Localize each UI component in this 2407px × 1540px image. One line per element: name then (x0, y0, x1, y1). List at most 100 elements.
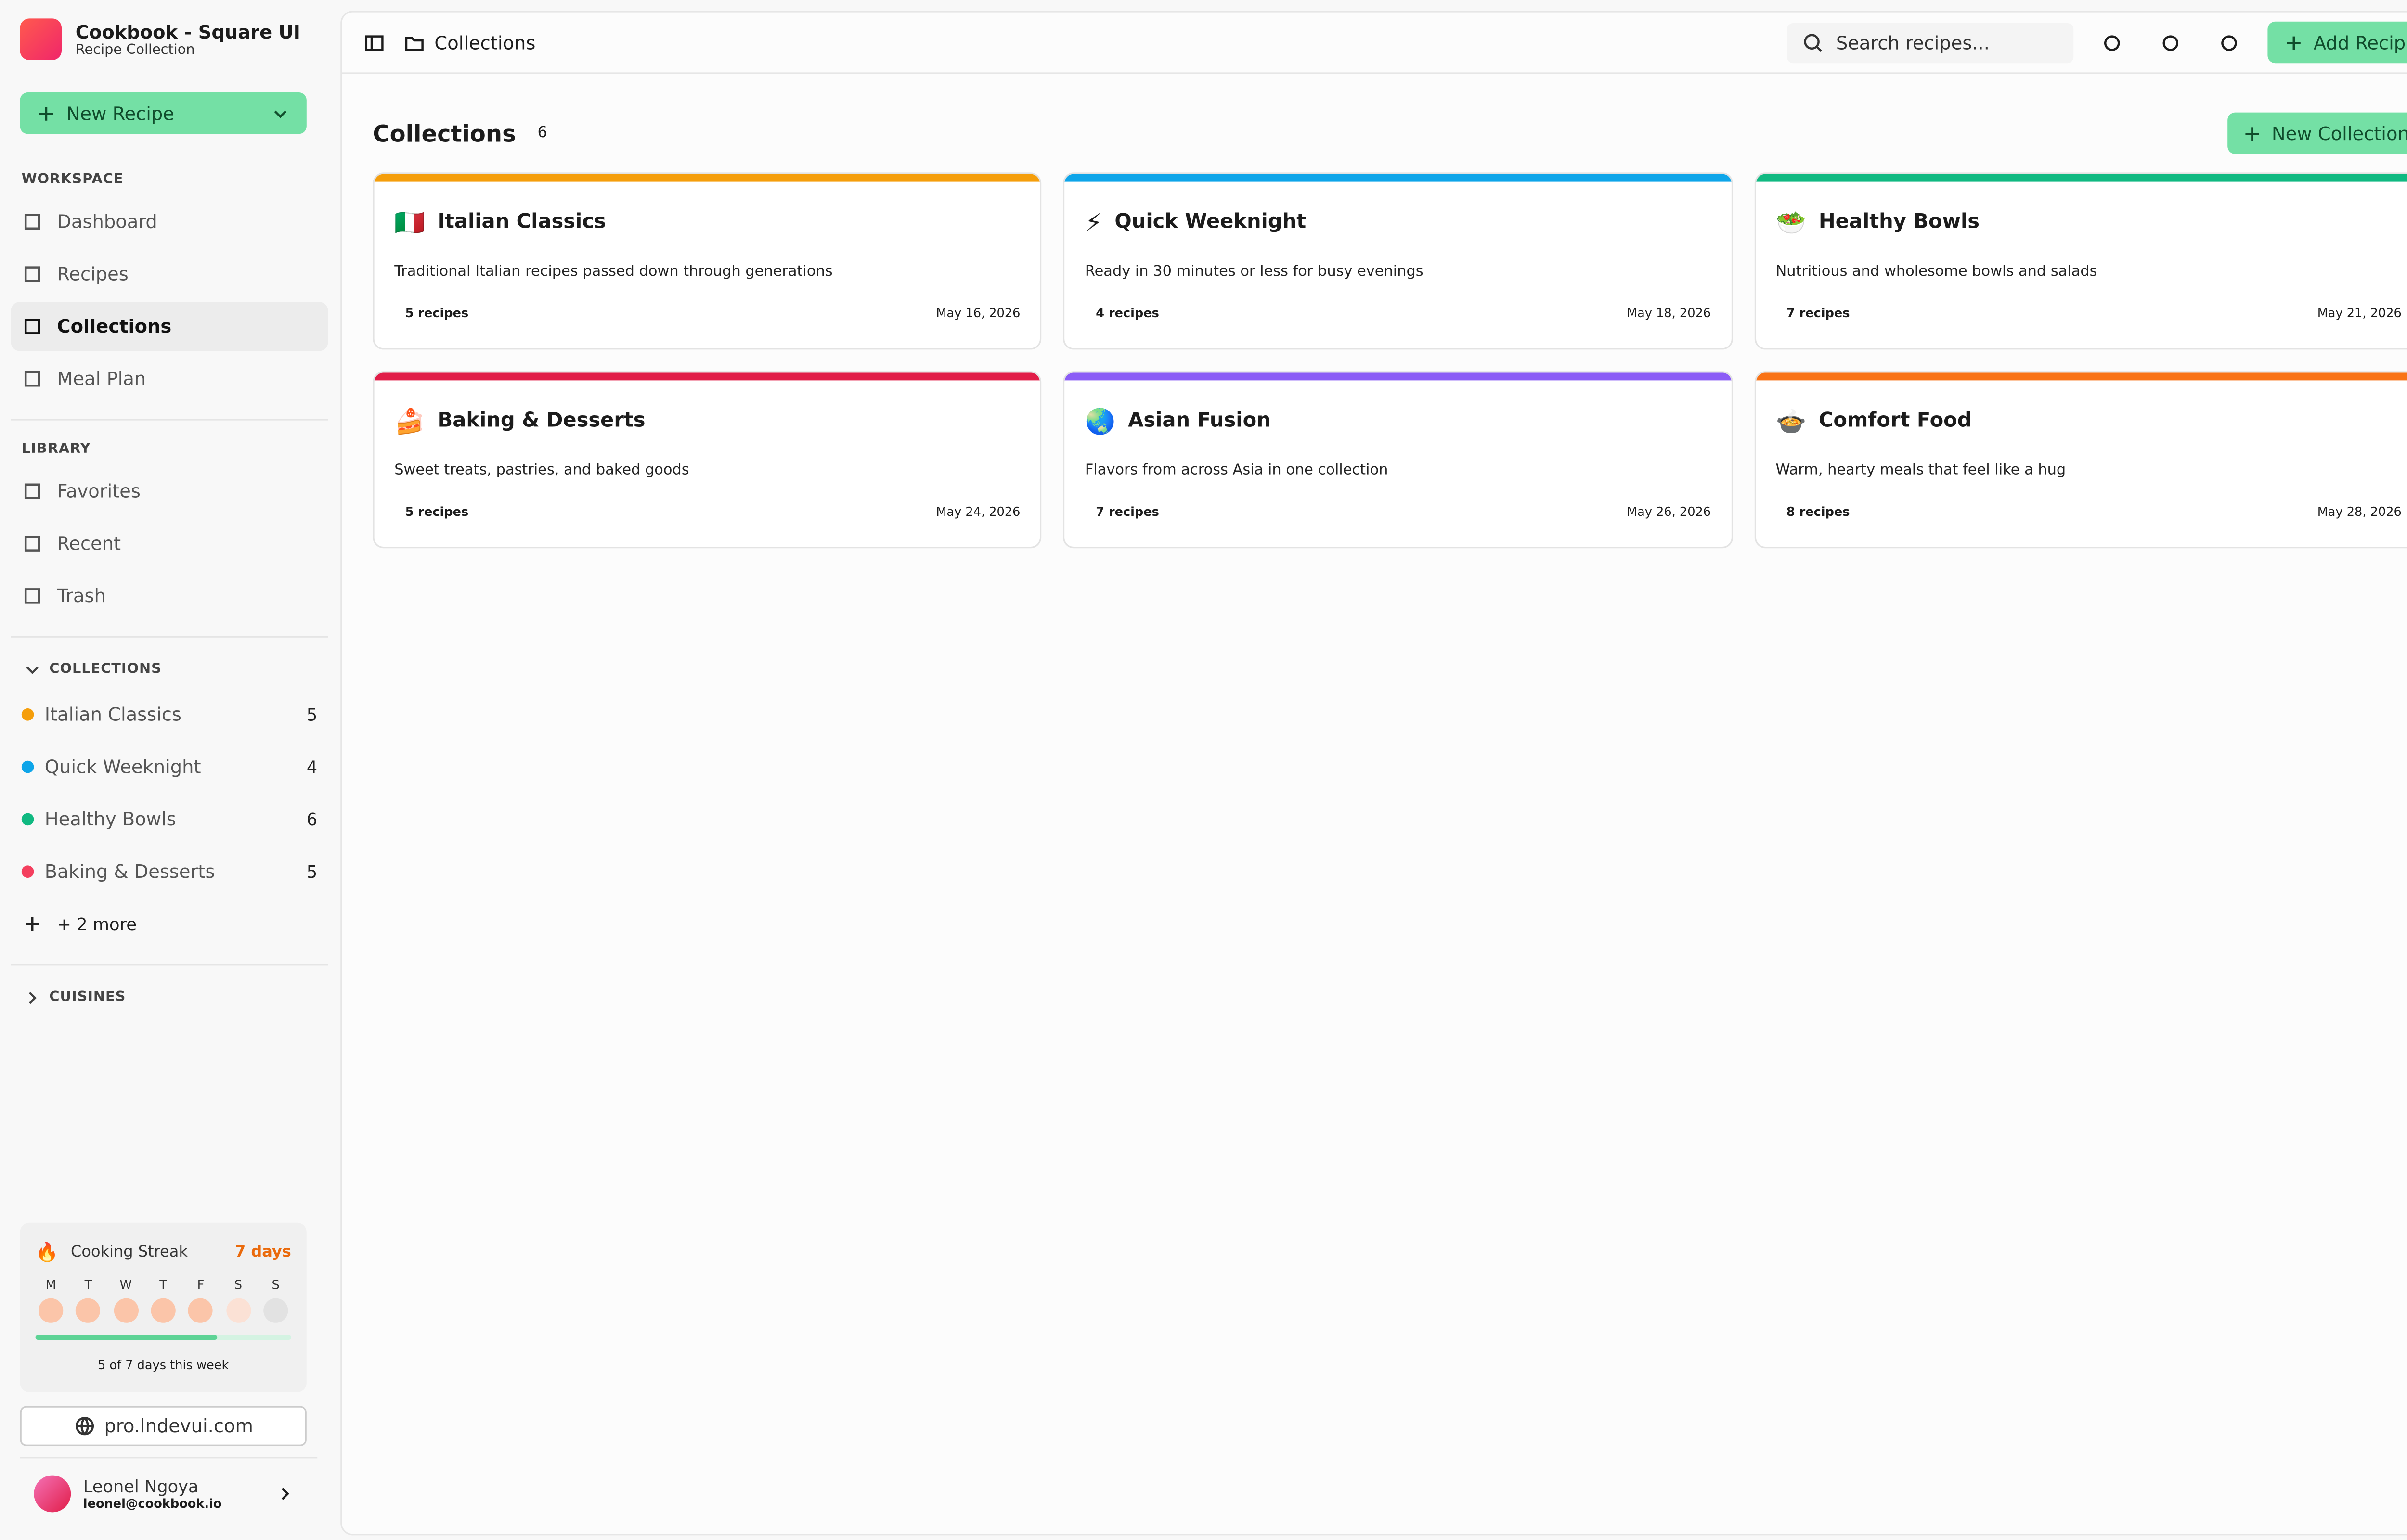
card-title-row: 🥗 Healthy Bowls (1776, 208, 1980, 237)
weekday-label: W (119, 1278, 132, 1292)
user-email: leonel@cookbook.io (83, 1497, 222, 1511)
new-recipe-button[interactable]: New Recipe (20, 92, 307, 134)
card-description: Flavors from across Asia in one collecti… (1085, 462, 1388, 479)
icon-shape (24, 483, 40, 500)
card-description: Ready in 30 minutes or less for busy eve… (1085, 263, 1423, 281)
app-subtitle: Recipe Collection (75, 42, 195, 58)
theme-button[interactable] (2150, 22, 2190, 62)
day-dot (188, 1298, 213, 1323)
fire-icon: 🔥 (35, 1241, 59, 1263)
nav-item[interactable]: Collections (11, 302, 328, 351)
collection-card[interactable]: 🇮🇹 Italian Classics Traditional Italian re… (373, 172, 1042, 350)
collection-item[interactable]: Healthy Bowls 6 (11, 795, 328, 844)
collection-count: 4 (306, 757, 318, 777)
page-title: Collections (373, 119, 516, 147)
icon-shape (2221, 34, 2237, 51)
recipe-count: 4 recipes (1096, 306, 1159, 321)
collection-card[interactable]: 🍰 Baking & Desserts Sweet treats, pastries… (373, 371, 1042, 549)
collections-toggle[interactable]: COLLECTIONS (22, 659, 317, 681)
weekday-label: F (197, 1278, 205, 1292)
nav-label: Favorites (57, 480, 141, 502)
chevron-down (26, 666, 39, 674)
nav-item[interactable]: Recipes (11, 249, 328, 298)
app-name: Cookbook - Square UI (75, 21, 301, 42)
more-collections[interactable]: + 2 more (11, 899, 328, 949)
section-heading: WORKSPACE (21, 172, 124, 188)
add-recipe-button[interactable]: Add Recipe (2267, 21, 2407, 64)
icon-shape (274, 110, 287, 117)
theme-button-icon (2162, 34, 2178, 51)
icon-shape (2245, 126, 2259, 140)
icon-shape (26, 917, 39, 931)
card-accent (1755, 372, 2407, 381)
collection-grid: 🇮🇹 Italian Classics Traditional Italian re… (373, 172, 2407, 549)
progress-fill (35, 1335, 217, 1340)
nav-item[interactable]: Trash (11, 571, 328, 620)
weekday: S (226, 1278, 251, 1323)
new-collection-button[interactable]: New Collection (2227, 112, 2407, 154)
card-date: May 21, 2026 (2317, 306, 2402, 321)
card-emoji: 🇮🇹 (394, 208, 425, 237)
add-recipe-label: Add Recipe (2313, 31, 2407, 53)
collection-count: 5 (306, 705, 318, 725)
weekday: S (263, 1278, 288, 1323)
nav-item[interactable]: Recent (11, 519, 328, 568)
site-link[interactable]: pro.lndevui.com (20, 1406, 307, 1446)
weekday-label: T (159, 1278, 167, 1292)
icon-shape (26, 666, 39, 674)
palette-button[interactable] (2092, 22, 2132, 62)
sidebar-toggle (365, 34, 384, 51)
nav-icon (24, 588, 40, 604)
nav-item[interactable]: Dashboard (11, 197, 328, 246)
icon-shape (365, 34, 384, 51)
card-title: Comfort Food (1818, 410, 1972, 433)
collection-card[interactable]: ⚡ Quick Weeknight Ready in 30 minutes or l… (1063, 172, 1733, 350)
icon-shape (29, 991, 37, 1004)
collection-item[interactable]: Quick Weeknight 4 (11, 742, 328, 791)
nav-label: Meal Plan (57, 368, 146, 390)
weekday: T (76, 1278, 101, 1323)
icon-shape (2104, 34, 2120, 51)
collection-card[interactable]: 🥗 Healthy Bowls Nutritious and wholesome b… (1754, 172, 2407, 350)
folder-icon (405, 36, 424, 51)
weekday-label: S (234, 1278, 242, 1292)
more-label: + 2 more (57, 914, 137, 934)
card-emoji: 🍰 (394, 406, 425, 436)
nav-label: Trash (57, 585, 106, 607)
icon-shape (75, 1417, 93, 1436)
card-accent (374, 372, 1041, 381)
user-row[interactable]: Leonel Ngoya leonel@cookbook.io (34, 1475, 296, 1513)
nav-icon (24, 536, 40, 552)
card-title-row: 🍰 Baking & Desserts (394, 407, 645, 436)
card-title: Asian Fusion (1128, 410, 1271, 433)
card-description: Warm, hearty meals that feel like a hug (1775, 462, 2066, 479)
globe-icon (75, 1417, 93, 1436)
brand-text: Cookbook - Square UI Recipe Collection (76, 21, 300, 58)
collection-item[interactable]: Baking & Desserts 5 (11, 847, 328, 896)
card-description: Nutritious and wholesome bowls and salad… (1775, 263, 2097, 281)
collection-name: Italian Classics (44, 704, 181, 726)
collection-card[interactable]: 🍲 Comfort Food Warm, hearty meals that fee… (1754, 371, 2407, 549)
cuisines-toggle[interactable]: CUISINES (22, 987, 317, 1009)
card-title-row: 🌏 Asian Fusion (1085, 407, 1271, 436)
new-recipe-label: New Recipe (66, 102, 174, 124)
card-emoji: ⚡ (1085, 208, 1102, 237)
card-emoji: 🍲 (1775, 406, 1807, 436)
collection-count: 5 (306, 861, 318, 882)
sidebar-nav: WORKSPACE Dashboard Recipes Collections Meal… (0, 151, 339, 1018)
github-button[interactable] (2209, 22, 2249, 62)
avatar (34, 1475, 71, 1513)
card-title-row: ⚡ Quick Weeknight (1085, 208, 1306, 237)
search-box[interactable]: Search recipes... (1786, 22, 2073, 63)
collection-card[interactable]: 🌏 Asian Fusion Flavors from across Asia in… (1063, 371, 1733, 549)
nav-item[interactable]: Favorites (11, 467, 328, 516)
chevron-down (274, 110, 287, 117)
streak-days: 7 days (234, 1244, 291, 1261)
collection-item[interactable]: Italian Classics 5 (11, 690, 328, 739)
nav-item[interactable]: Meal Plan (11, 354, 328, 403)
icon-shape (24, 214, 40, 230)
icon-shape (1803, 33, 1822, 51)
